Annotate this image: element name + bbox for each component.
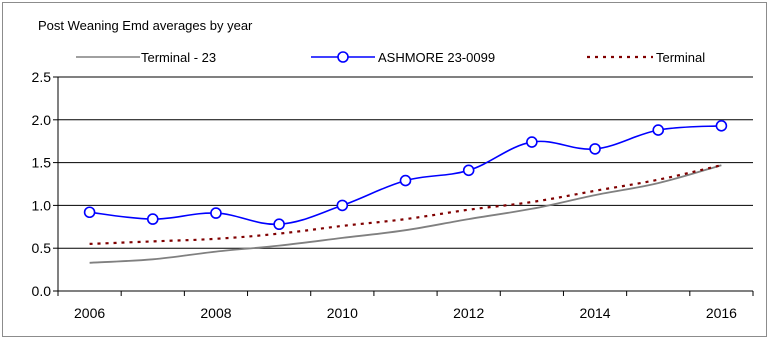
y-tick-label: 1.0 [32,197,52,213]
x-tick-label: 2012 [453,305,484,321]
data-point-marker [83,206,96,219]
x-tick-label: 2006 [74,305,105,321]
y-tick-label: 0.5 [32,240,52,256]
data-point-marker [336,199,349,212]
chart-frame: Post Weaning Emd averages by year Termin… [2,2,767,337]
data-point-marker [715,119,728,132]
gridlines [58,76,753,249]
data-point-marker [210,207,222,219]
data-point-marker [526,136,538,148]
series-lines [83,119,728,264]
legend-label: Terminal [656,50,705,65]
series-line [89,164,722,264]
chart-svg: Post Weaning Emd averages by year Termin… [32,18,754,321]
legend-label: Terminal - 23 [141,50,216,65]
series-line [89,164,722,245]
data-point-marker [462,164,475,177]
data-point-marker [652,124,665,136]
y-tick-label: 2.0 [32,112,52,128]
legend-label: ASHMORE 23-0099 [378,50,495,65]
data-point-marker [399,174,412,187]
y-tick-label: 1.5 [32,155,52,171]
data-point-marker [146,213,159,225]
legend-marker [337,51,349,63]
y-tick-labels: 0.0 0.5 1.0 1.5 2.0 2.5 [32,69,52,299]
chart-title: Post Weaning Emd averages by year [38,18,253,33]
x-tick-label: 2008 [200,305,231,321]
y-tick-label: 2.5 [32,69,52,85]
x-tick-label: 2010 [327,305,358,321]
data-point-marker [589,143,601,155]
x-tick-labels: 2006 2008 2010 2012 2014 2016 [74,305,737,321]
x-tick-label: 2014 [579,305,610,321]
y-tick-label: 0.0 [32,283,52,299]
data-point-marker [273,218,285,231]
axes [53,76,754,296]
legend: Terminal - 23 ASHMORE 23-0099 Terminal [76,50,705,65]
x-tick-label: 2016 [706,305,737,321]
